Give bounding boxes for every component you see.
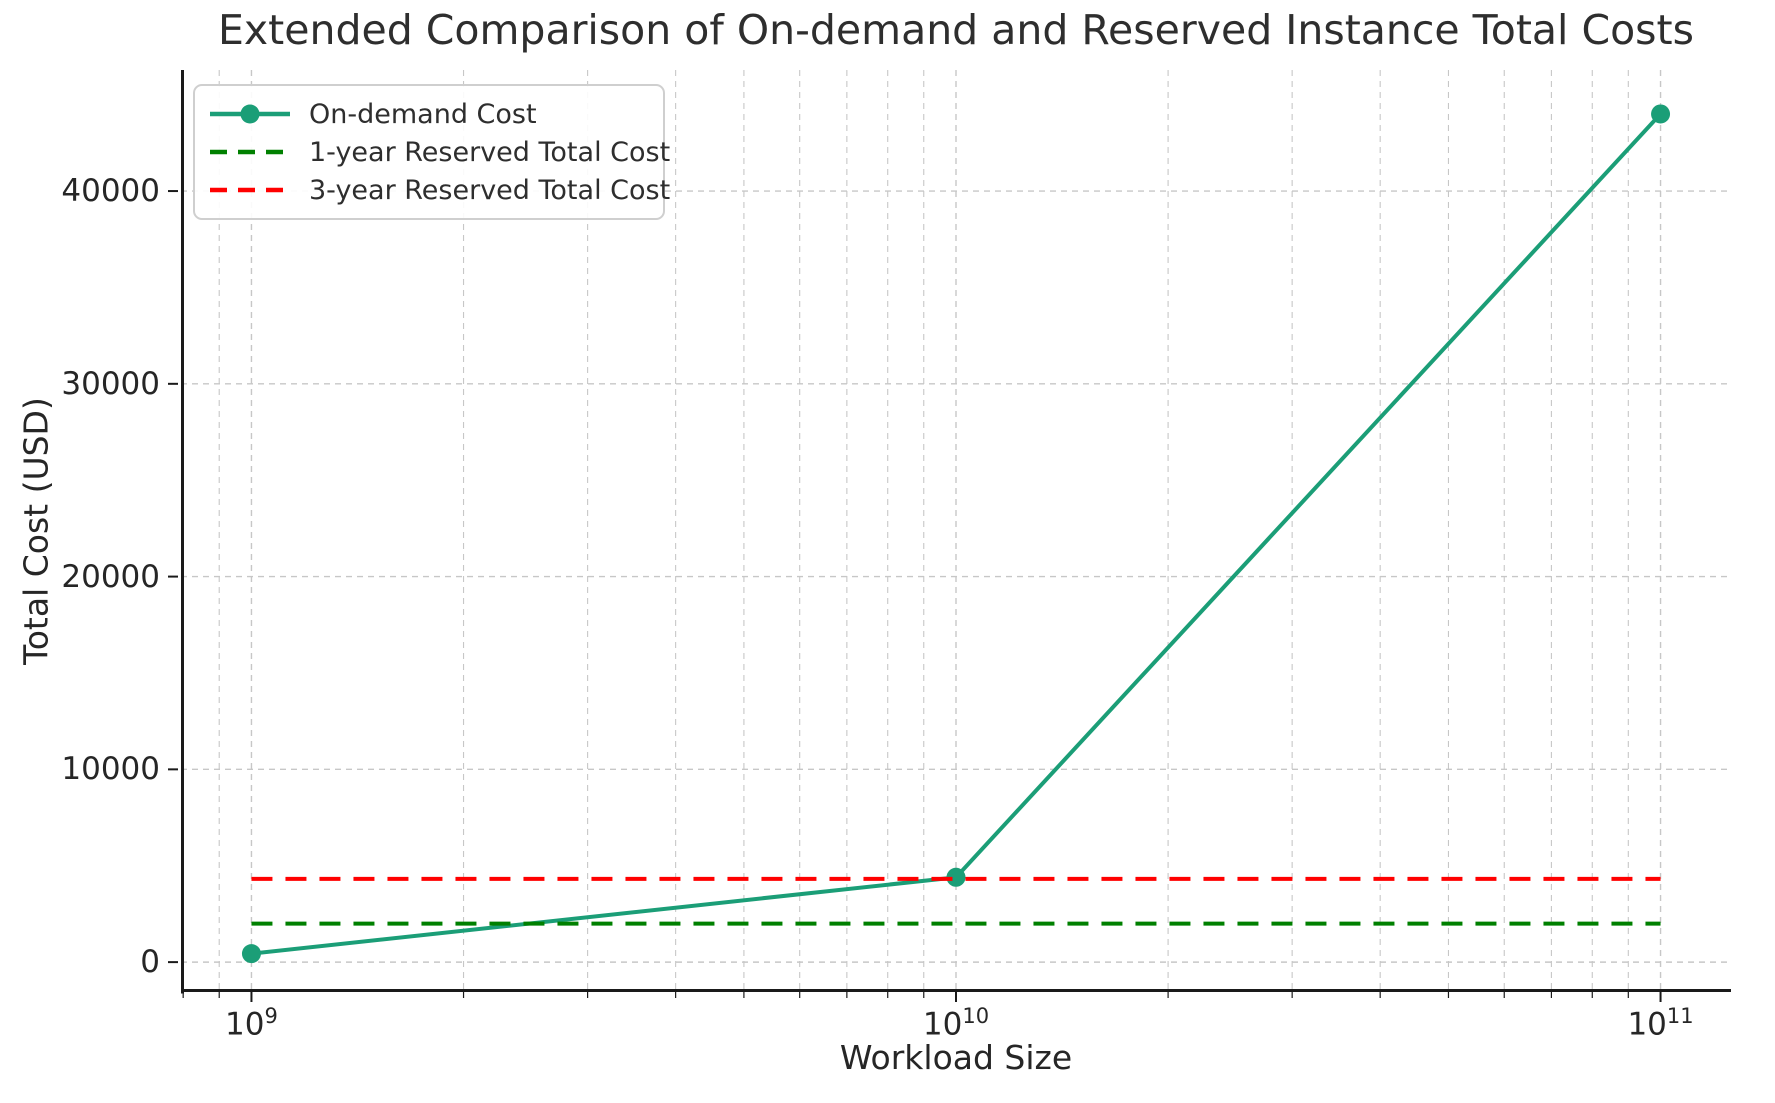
legend-item: 3-year Reserved Total Cost: [207, 171, 670, 209]
legend-item: 1-year Reserved Total Cost: [207, 133, 670, 171]
plot-area: [168, 70, 1731, 1002]
legend-swatch-dashed-line: [210, 187, 290, 193]
legend-swatch-dashed-line: [210, 149, 290, 155]
y-axis-tick-labels: 0 10000 20000 30000 40000: [0, 0, 168, 1103]
legend-label: On-demand Cost: [309, 98, 537, 130]
y-tick-label: 0: [140, 944, 160, 981]
y-tick-label: 20000: [61, 558, 160, 595]
legend: On-demand Cost 1-year Reserved Total Cost…: [193, 84, 670, 220]
y-axis-label: Total Cost (USD): [16, 397, 56, 665]
series-marker-0: [1651, 104, 1671, 124]
plot-canvas: [168, 70, 1731, 1002]
legend-swatch-line-marker: [210, 104, 290, 124]
x-axis-label: Workload Size: [839, 1038, 1073, 1077]
y-tick-label: 40000: [61, 173, 160, 210]
y-tick-label: 10000: [61, 751, 160, 788]
legend-item: On-demand Cost: [207, 95, 649, 133]
x-tick-label: 1010: [922, 1004, 990, 1043]
y-tick-label: 30000: [61, 365, 160, 402]
series-marker-0: [946, 867, 966, 887]
chart-title: Extended Comparison of On-demand and Res…: [218, 6, 1694, 54]
legend-label: 3-year Reserved Total Cost: [309, 174, 671, 206]
legend-label: 1-year Reserved Total Cost: [309, 136, 671, 168]
x-tick-label: 109: [225, 1004, 278, 1043]
x-tick-label: 1011: [1627, 1004, 1694, 1043]
series-marker-0: [241, 944, 261, 964]
